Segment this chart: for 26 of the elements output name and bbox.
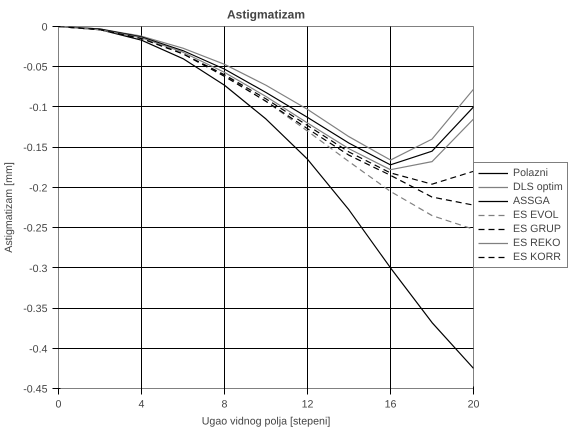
y-tick-label: -0.3 xyxy=(29,262,48,275)
chart-title: Astigmatizam xyxy=(226,8,306,22)
x-tick-label: 0 xyxy=(56,398,62,410)
y-tick-label: -0.45 xyxy=(23,384,48,396)
y-tick-label: 0 xyxy=(42,22,48,34)
legend-label: Polazni xyxy=(513,167,548,179)
x-axis-title: Ugao vidnog polja [stepeni] xyxy=(202,416,330,428)
legend-label: DLS optim xyxy=(513,181,563,193)
x-tick-label: 4 xyxy=(138,398,145,410)
x-tick-label: 20 xyxy=(468,398,480,410)
y-tick-label: -0.2 xyxy=(29,182,48,194)
y-tick-label: -0.25 xyxy=(23,222,48,235)
x-tick-label: 8 xyxy=(222,398,228,410)
y-tick-label: -0.05 xyxy=(23,62,48,74)
y-axis-title: Astigmatizam [mm] xyxy=(3,162,16,253)
y-tick-label: -0.35 xyxy=(23,303,48,316)
y-tick-label: -0.1 xyxy=(29,102,48,114)
legend-label: ES REKO xyxy=(513,237,560,249)
y-tick-label: -0.4 xyxy=(29,343,48,356)
x-tick-label: 16 xyxy=(384,398,396,410)
legend-label: ES EVOL xyxy=(513,209,559,221)
legend-label: ES GRUP xyxy=(513,223,561,235)
x-tick-label: 12 xyxy=(302,398,314,410)
legend-label: ES KORR xyxy=(513,251,561,263)
legend-label: ASSGA xyxy=(513,195,550,207)
y-tick-label: -0.15 xyxy=(23,142,48,154)
